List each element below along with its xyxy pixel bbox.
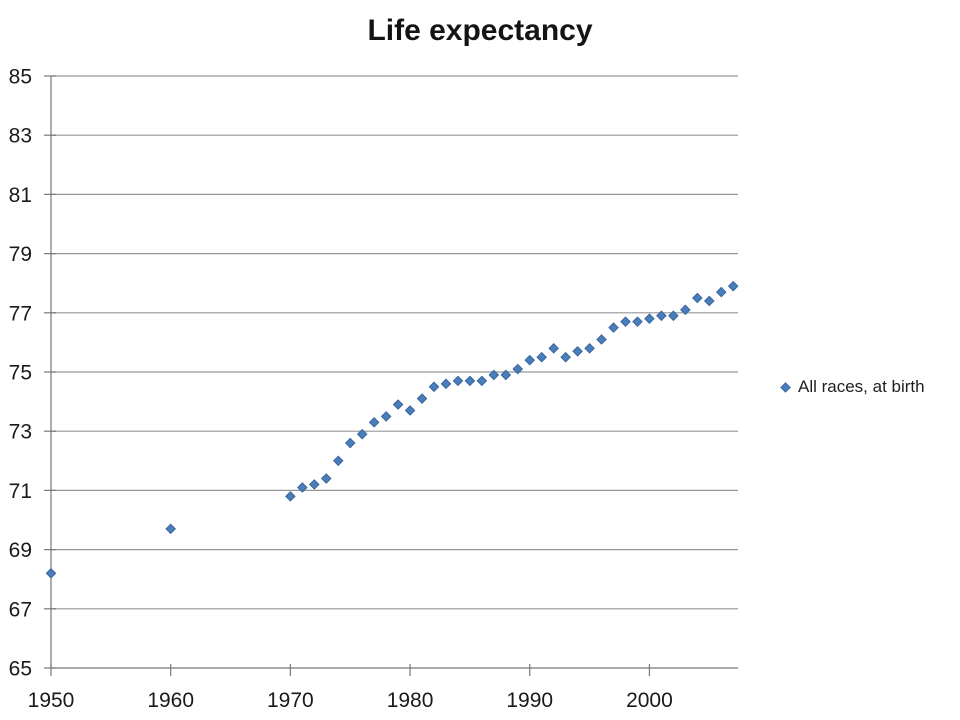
data-point — [620, 316, 631, 327]
data-point — [727, 280, 739, 292]
legend-diamond-icon — [780, 381, 791, 393]
y-tick-label: 81 — [9, 184, 32, 207]
data-point — [368, 417, 380, 428]
data-point — [644, 313, 655, 325]
y-tick-label: 65 — [9, 658, 32, 681]
legend-series-label: All races, at birth — [798, 377, 925, 396]
x-tick-label: 1960 — [147, 689, 194, 712]
y-tick-label: 83 — [9, 125, 32, 148]
data-point — [297, 482, 308, 493]
data-point — [715, 286, 727, 298]
data-point — [332, 455, 344, 467]
y-tick-label: 73 — [9, 421, 32, 444]
data-point — [536, 351, 548, 363]
data-point — [584, 343, 595, 354]
data-point — [392, 399, 404, 410]
data-point — [404, 405, 416, 416]
data-point — [656, 310, 667, 322]
data-point — [680, 304, 691, 316]
y-tick-label: 79 — [9, 243, 32, 266]
data-point — [320, 473, 332, 484]
y-tick-label: 75 — [9, 362, 32, 385]
data-point — [488, 369, 500, 381]
data-point — [560, 351, 571, 363]
x-tick-label: 1990 — [506, 689, 553, 712]
y-tick-label: 85 — [9, 66, 32, 89]
data-point — [165, 523, 176, 535]
y-tick-label: 69 — [9, 539, 32, 562]
x-tick-label: 2000 — [626, 689, 673, 712]
data-point — [45, 567, 57, 579]
data-point — [344, 437, 356, 449]
data-point — [476, 375, 488, 387]
data-point — [500, 369, 512, 381]
x-tick-label: 1980 — [387, 689, 434, 712]
data-point — [572, 345, 583, 357]
data-point — [524, 354, 536, 366]
data-point — [428, 381, 440, 393]
data-point — [691, 292, 703, 304]
legend: All races, at birth — [780, 377, 925, 397]
data-point — [596, 334, 607, 345]
y-tick-label: 67 — [9, 598, 32, 621]
y-tick-label: 77 — [9, 302, 32, 325]
data-point — [464, 375, 476, 387]
data-point — [416, 393, 428, 404]
data-point — [668, 310, 679, 322]
data-point — [512, 363, 524, 375]
data-point — [632, 316, 643, 327]
data-point — [452, 375, 464, 387]
data-point — [309, 479, 320, 490]
x-tick-label: 1970 — [267, 689, 314, 712]
data-point — [548, 343, 559, 354]
y-tick-label: 71 — [9, 480, 32, 503]
data-point — [608, 322, 619, 333]
data-point — [440, 378, 452, 390]
data-point — [703, 295, 715, 307]
data-point — [356, 428, 368, 440]
data-point — [380, 411, 392, 422]
data-point — [285, 491, 296, 502]
chart-title: Life expectancy — [367, 14, 593, 47]
x-tick-label: 1950 — [28, 689, 75, 712]
